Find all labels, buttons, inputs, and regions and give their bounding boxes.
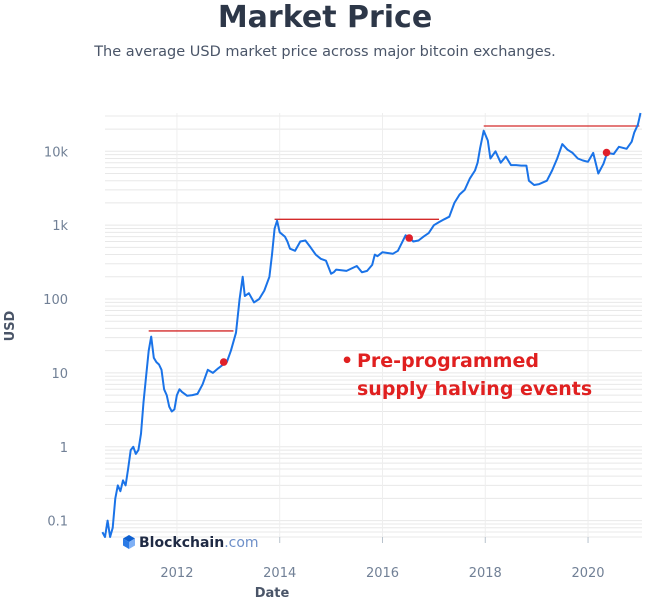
y-axis-ticks: 0.1 1 10 100 1k 10k	[43, 145, 68, 529]
chart-title: Market Price	[217, 0, 433, 35]
brand-suffix: .com	[224, 535, 258, 551]
chart-subtitle: The average USD market price across majo…	[94, 44, 556, 60]
grid-lines	[105, 113, 642, 538]
annotation-line-1: Pre-programmed	[357, 350, 539, 372]
x-tick-label: 2018	[469, 566, 502, 581]
halving-event-dot	[219, 358, 228, 366]
x-tick-label: 2012	[160, 566, 193, 581]
y-tick-label: 10	[51, 367, 68, 382]
y-tick-label: 1	[60, 441, 68, 456]
y-tick-label: 1k	[52, 219, 68, 234]
annotation-line-2: supply halving events	[357, 378, 592, 400]
x-tick-label: 2020	[571, 566, 604, 581]
halving-event-dot	[602, 148, 611, 157]
x-axis-ticks: 2012 2014 2016 2018 2020	[160, 537, 605, 581]
y-tick-label: 10k	[44, 145, 69, 160]
annotation-bullet: •	[341, 350, 353, 372]
svg-text:Blockchain.com: Blockchain.com	[139, 535, 259, 551]
blockchain-logo: Blockchain.com	[123, 535, 259, 551]
price-series-line	[101, 112, 642, 538]
halving-markers	[219, 148, 611, 366]
previous-high-lines	[148, 125, 640, 332]
halving-event-dot	[405, 234, 414, 242]
brand-name: Blockchain	[139, 535, 224, 551]
x-axis-title: Date	[255, 586, 290, 601]
x-tick-label: 2014	[263, 566, 296, 581]
blockchain-logo-icon	[123, 535, 135, 549]
y-tick-label: 0.1	[47, 515, 68, 530]
y-axis-title: USD	[3, 310, 18, 341]
y-tick-label: 100	[43, 293, 68, 308]
x-tick-label: 2016	[366, 566, 399, 581]
